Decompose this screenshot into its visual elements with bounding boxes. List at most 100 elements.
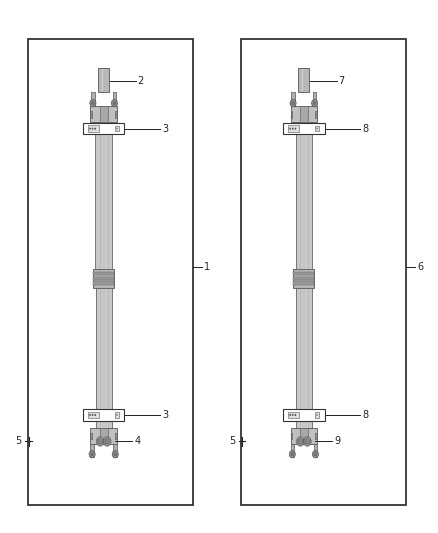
Bar [291, 92, 295, 107]
Bar [90, 111, 92, 117]
Circle shape [112, 450, 118, 458]
Circle shape [292, 414, 293, 416]
Bar [298, 68, 309, 92]
Circle shape [292, 127, 293, 130]
Circle shape [98, 439, 102, 444]
Bar [115, 413, 119, 418]
Bar [315, 111, 317, 117]
Bar [95, 122, 112, 128]
Bar [283, 409, 325, 421]
Circle shape [114, 453, 117, 456]
Circle shape [90, 100, 96, 107]
Bar [83, 123, 124, 134]
Circle shape [312, 450, 318, 458]
Bar [283, 123, 325, 134]
Circle shape [92, 102, 94, 105]
Text: 6: 6 [417, 262, 423, 271]
Circle shape [316, 127, 318, 130]
Circle shape [289, 450, 295, 458]
Bar [115, 111, 117, 117]
Bar [241, 38, 406, 505]
Text: 1: 1 [204, 262, 210, 271]
Circle shape [316, 414, 318, 416]
Bar [293, 281, 314, 285]
Circle shape [92, 127, 93, 130]
Text: 3: 3 [162, 124, 169, 134]
Bar [315, 433, 317, 439]
Text: 8: 8 [363, 410, 369, 420]
Bar [315, 413, 319, 418]
Circle shape [314, 453, 317, 456]
Circle shape [313, 102, 316, 105]
Circle shape [297, 437, 304, 446]
Bar [290, 111, 292, 117]
Bar [93, 269, 114, 288]
Circle shape [304, 437, 311, 446]
Circle shape [305, 439, 310, 444]
Bar [115, 433, 117, 439]
Circle shape [89, 450, 95, 458]
Bar [290, 107, 317, 122]
Text: 4: 4 [134, 437, 140, 447]
Circle shape [105, 439, 110, 444]
Bar [300, 107, 308, 122]
Circle shape [96, 437, 104, 446]
Text: 7: 7 [338, 76, 344, 86]
Bar [90, 433, 92, 439]
Bar [288, 412, 299, 418]
Bar [293, 269, 314, 288]
Bar [293, 277, 314, 280]
Bar [95, 128, 112, 272]
Circle shape [298, 439, 303, 444]
Circle shape [289, 127, 291, 130]
Bar [115, 126, 119, 131]
Text: 9: 9 [334, 437, 340, 447]
Circle shape [103, 437, 111, 446]
Circle shape [94, 414, 96, 416]
Circle shape [290, 100, 296, 107]
Text: 2: 2 [138, 76, 144, 86]
Text: 5: 5 [229, 437, 235, 447]
Circle shape [89, 127, 91, 130]
Bar [315, 126, 319, 131]
Bar [90, 428, 117, 444]
Bar [290, 433, 292, 439]
Circle shape [291, 453, 293, 456]
Circle shape [111, 100, 117, 107]
Circle shape [89, 414, 91, 416]
Bar [90, 107, 117, 122]
Text: 8: 8 [363, 124, 369, 134]
Bar [300, 428, 308, 444]
Circle shape [116, 414, 118, 416]
Bar [296, 128, 312, 272]
Bar [288, 125, 299, 132]
Bar [83, 409, 124, 421]
Bar [290, 428, 317, 444]
Bar [296, 274, 312, 428]
Circle shape [91, 453, 93, 456]
Bar [113, 92, 116, 107]
Bar [93, 272, 114, 276]
Bar [98, 68, 109, 92]
Bar [295, 122, 312, 128]
Circle shape [113, 102, 116, 105]
Bar [88, 412, 99, 418]
Bar [293, 272, 314, 276]
Bar [90, 444, 94, 457]
Circle shape [294, 127, 296, 130]
Circle shape [294, 414, 296, 416]
Bar [93, 277, 114, 280]
Bar [93, 281, 114, 285]
Circle shape [292, 102, 294, 105]
Bar [96, 274, 112, 428]
Bar [290, 444, 294, 457]
Circle shape [92, 414, 93, 416]
Circle shape [116, 127, 118, 130]
Bar [314, 444, 317, 457]
Bar [91, 92, 95, 107]
Bar [100, 107, 108, 122]
Bar [88, 125, 99, 132]
Bar [100, 428, 108, 444]
Circle shape [311, 100, 318, 107]
Bar [28, 38, 193, 505]
